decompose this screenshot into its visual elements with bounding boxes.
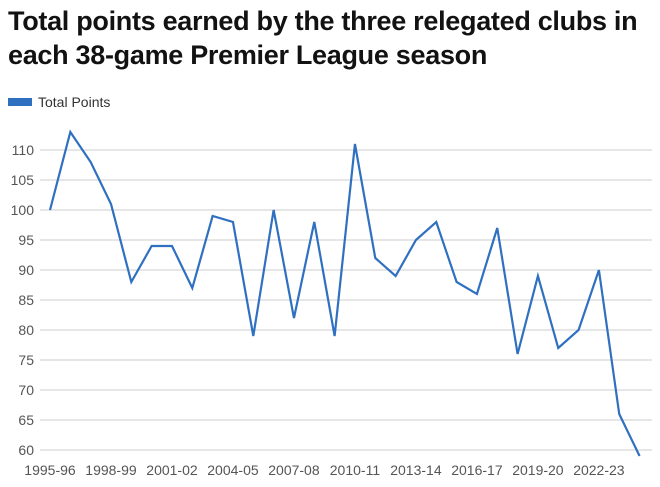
data-point-2002-03 [191,287,194,290]
x-tick-label: 2022-23 [573,462,625,478]
data-point-1998-99 [109,203,112,206]
data-point-2009-10 [333,335,336,338]
data-point-2022-23 [597,269,600,272]
data-point-2021-22 [577,329,580,332]
data-point-2001-02 [170,245,173,248]
data-point-2005-06 [252,335,255,338]
x-tick-label: 2007-08 [268,462,320,478]
data-point-2019-20 [536,275,539,278]
y-tick-label: 80 [18,322,34,338]
x-tick-label: 1995-96 [24,462,76,478]
data-point-2016-17 [475,293,478,296]
x-tick-label: 2004-05 [207,462,259,478]
x-tick-label: 2016-17 [451,462,503,478]
data-point-1997-98 [89,161,92,164]
x-tick-label: 2001-02 [146,462,198,478]
data-point-2017-18 [496,227,499,230]
data-point-2023-24 [618,413,621,416]
data-point-2011-12 [374,257,377,260]
data-point-2004-05 [231,221,234,224]
data-point-2006-07 [272,209,275,212]
y-tick-label: 60 [18,442,34,458]
data-point-2018-19 [516,353,519,356]
legend-label: Total Points [38,94,111,110]
data-point-2024-25 [638,455,641,458]
legend-swatch [8,98,32,106]
y-tick-label: 85 [18,292,34,308]
data-point-2012-13 [394,275,397,278]
data-point-2000-01 [150,245,153,248]
x-tick-label: 2010-11 [330,462,381,478]
y-tick-label: 95 [18,232,34,248]
data-point-2020-21 [557,347,560,350]
data-point-2007-08 [292,317,295,320]
series-line [48,129,641,457]
data-point-2008-09 [313,221,316,224]
data-point-2003-04 [211,215,214,218]
data-point-2013-14 [414,239,417,242]
legend: Total Points [8,94,110,110]
data-point-1996-97 [69,131,72,134]
x-tick-label: 1998-99 [85,462,137,478]
data-point-2014-15 [435,221,438,224]
data-point-1999-00 [130,281,133,284]
x-tick-label: 2019-20 [512,462,564,478]
data-point-2010-11 [353,143,356,146]
y-tick-label: 110 [12,142,35,158]
y-tick-label: 70 [18,382,34,398]
y-tick-label: 90 [18,262,34,278]
y-tick-label: 75 [18,352,34,368]
data-point-2015-16 [455,281,458,284]
x-tick-label: 2013-14 [390,462,442,478]
chart-title: Total points earned by the three relegat… [8,6,638,70]
y-tick-label: 100 [11,202,35,218]
data-point-1995-96 [49,209,52,212]
y-tick-label: 105 [11,172,35,188]
y-tick-label: 65 [18,412,34,428]
